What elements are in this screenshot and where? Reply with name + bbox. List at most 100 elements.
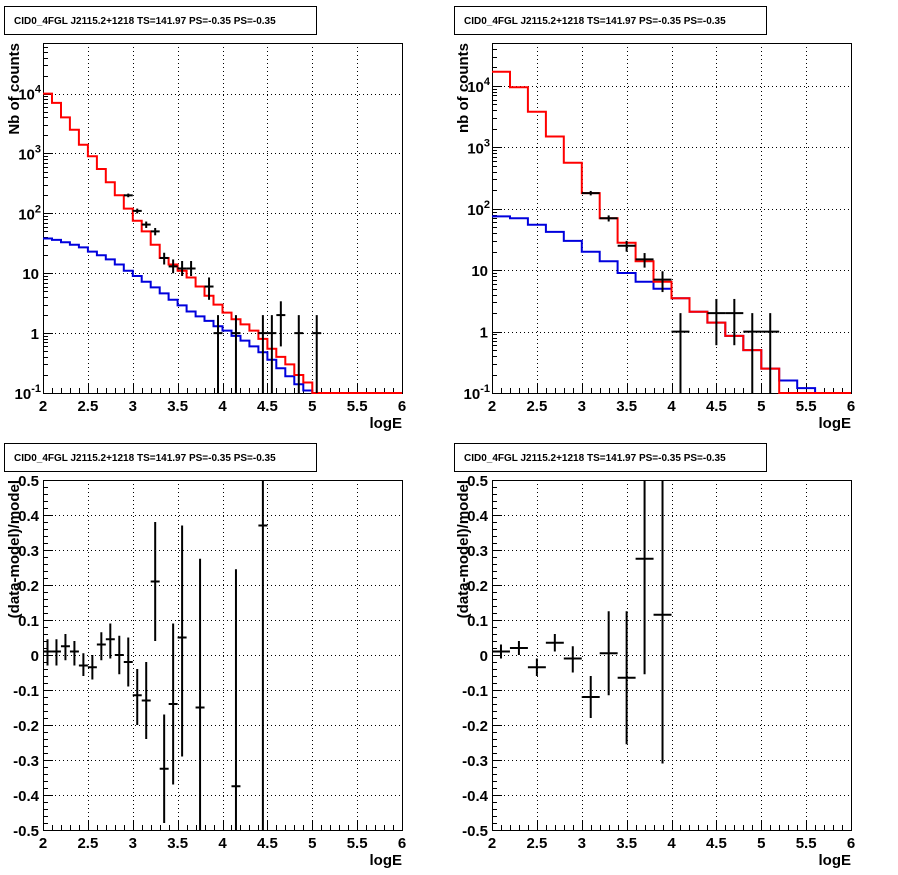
y-tick-label: -0.4 [462,788,489,805]
data-point [599,611,618,696]
data-point [186,261,196,276]
x-tick-label: 4.5 [706,398,727,415]
x-tick-label: 5.5 [347,398,368,415]
x-axis-title: logE [819,852,852,869]
x-tick-label: 5 [308,835,316,852]
x-tick-label: 2.5 [526,398,547,415]
data-point [276,301,286,347]
data-point [492,644,510,659]
y-tick-label: -0.5 [13,823,39,840]
x-tick-label: 3.5 [167,398,188,415]
background-model-line [492,215,851,394]
y-tick-exponent: 2 [484,199,490,211]
x-tick-label: 5 [757,835,765,852]
data-point [617,240,636,252]
y-tick-base: 10 [467,79,484,96]
plot-area [492,480,672,764]
y-tick-exponent: -1 [480,383,490,395]
data-point [96,632,106,661]
y-tick-label: 0 [480,648,488,665]
y-tick-base: 1 [31,326,39,343]
data-point [509,641,528,655]
data-point [617,611,636,745]
y-tick-base: 10 [464,386,481,403]
y-tick-label: 103 [467,137,490,157]
y-tick-exponent: -1 [31,383,41,395]
y-tick-exponent: 4 [35,84,42,96]
chart-title: CID0_4FGL J2115.2+1218 TS=141.97 PS=-0.3… [464,16,726,27]
y-tick-label: 0.3 [467,543,488,560]
y-tick-exponent: 3 [35,143,41,155]
background-model-line [43,237,402,394]
y-tick-label: 104 [467,76,491,96]
title-box [454,6,767,35]
y-tick-label: 0.3 [18,543,39,560]
data-point [258,480,268,830]
data-point [635,480,654,675]
data-point [743,313,762,393]
data-point [60,634,70,661]
data-point [213,315,223,393]
x-tick-label: 4 [667,835,676,852]
y-axis-title: (data-model)/model [455,480,472,618]
x-axis-title: logE [819,415,852,432]
data-point [150,522,160,641]
x-tick-label: 6 [398,835,406,852]
chart-title: CID0_4FGL J2115.2+1218 TS=141.97 PS=-0.3… [14,16,276,27]
y-tick-label: 0.1 [18,613,39,630]
x-tick-label: 3 [578,835,586,852]
x-tick-label: 3.5 [167,835,188,852]
x-tick-label: 4.5 [706,835,727,852]
y-tick-exponent: 2 [35,203,41,215]
x-tick-label: 4 [218,398,227,415]
y-tick-base: 10 [467,140,484,157]
y-tick-label: -0.2 [462,718,488,735]
y-tick-label: -0.1 [462,683,488,700]
y-axis-title: (data-model)/model [6,480,23,618]
data-point [177,525,187,757]
data-point [707,298,726,346]
y-tick-label: 0.2 [18,578,39,595]
x-tick-label: 5 [757,398,765,415]
x-tick-label: 2.5 [77,835,98,852]
data-point [581,190,600,196]
y-tick-base: 10 [18,87,35,104]
chart-title: CID0_4FGL J2115.2+1218 TS=141.97 PS=-0.3… [14,453,276,464]
x-tick-label: 2 [488,835,496,852]
data-point [123,193,133,198]
data-point [141,221,151,228]
y-tick-label: 1 [31,326,39,343]
title-box [4,443,317,472]
data-point [635,253,654,268]
x-tick-label: 2 [488,398,496,415]
data-point [312,315,322,393]
data-point [105,623,115,659]
y-tick-base: 10 [467,202,484,219]
data-point [258,315,268,393]
data-point [231,315,241,393]
data-point [653,480,672,764]
title-box [454,443,767,472]
data-point [78,653,88,676]
y-tick-label: -0.4 [13,788,40,805]
chart-panel-3: CID0_4FGL J2115.2+1218 TS=141.97 PS=-0.3… [4,443,406,869]
x-tick-label: 3 [129,835,137,852]
x-axis-title: logE [370,415,403,432]
data-point [69,641,79,666]
x-tick-label: 2.5 [77,398,98,415]
data-point [294,315,304,393]
x-tick-label: 6 [398,398,406,415]
total-model-line [43,92,402,394]
plot-area [492,70,851,394]
data-point [204,277,214,300]
y-tick-exponent: 3 [484,137,490,149]
x-tick-label: 5.5 [347,835,368,852]
x-tick-label: 2 [39,835,47,852]
data-point [114,635,124,675]
y-tick-exponent: 4 [484,76,491,88]
y-tick-label: 0.5 [467,473,488,490]
data-point [168,259,178,274]
data-point [51,639,61,666]
y-tick-label: 10 [22,266,39,283]
plot-area [43,92,402,394]
